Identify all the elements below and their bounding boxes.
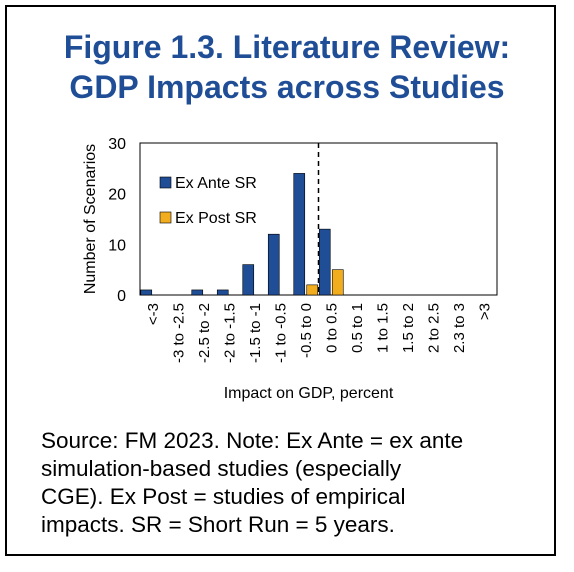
bar-ex-ante (140, 289, 153, 296)
y-axis-label: Number of Scenarios (82, 144, 99, 294)
bars-layer (140, 173, 344, 296)
x-tick-label: -1 to -0.5 (272, 303, 289, 363)
legend-label: Ex Ante SR (175, 175, 257, 192)
x-tick-label: -3 to -2.5 (170, 303, 187, 363)
note-line-1: Source: FM 2023. Note: Ex Ante = ex ante (41, 428, 464, 453)
note-line-3: CGE). Ex Post = studies of empirical (41, 484, 406, 509)
source-note: Source: FM 2023. Note: Ex Ante = ex ante… (41, 427, 561, 539)
x-tick-label: -0.5 to 0 (298, 303, 315, 358)
x-tick-label: 2.3 to 3 (451, 303, 468, 353)
x-tick-label: -2.5 to -2 (196, 303, 213, 363)
title-line-1: Figure 1.3. Literature Review: (63, 29, 511, 65)
bar-ex-ante (293, 173, 306, 296)
x-tick-label: 0.5 to 1 (349, 303, 366, 353)
x-tick-label: -1.5 to -1 (247, 303, 264, 363)
y-tick-label: 10 (108, 237, 126, 254)
y-tick-label: 20 (108, 187, 126, 204)
bar-ex-post (306, 284, 319, 296)
note-line-4: impacts. SR = Short Run = 5 years. (41, 512, 395, 537)
figure-frame (5, 5, 556, 556)
legend-label: Ex Post SR (175, 210, 257, 227)
x-tick-label: <-3 (145, 303, 162, 325)
bar-ex-ante (191, 289, 204, 296)
bar-ex-post (331, 269, 344, 296)
bar-ex-ante (267, 233, 280, 296)
x-tick-label: 1.5 to 2 (400, 303, 417, 353)
y-tick-label: 30 (108, 136, 126, 153)
legend-layer: Ex Ante SR Ex Post SR (159, 175, 257, 227)
bar-ex-ante (318, 228, 331, 296)
x-axis-label: Impact on GDP, percent (224, 385, 394, 402)
note-line-2: simulation-based studies (especially (41, 456, 402, 481)
x-tick-label: 2 to 2.5 (425, 303, 442, 353)
bar-ex-ante (242, 264, 255, 296)
figure-title: Figure 1.3. Literature Review: GDP Impac… (0, 27, 574, 107)
y-tick-label: 0 (117, 288, 126, 305)
title-line-2: GDP Impacts across Studies (69, 69, 505, 105)
legend-swatch (159, 211, 172, 224)
bar-ex-ante (216, 289, 229, 296)
x-tick-label: >3 (476, 303, 493, 320)
axes-layer (139, 142, 498, 296)
x-tick-label: 1 to 1.5 (374, 303, 391, 353)
x-tick-label: 0 to 0.5 (323, 303, 340, 353)
x-tick-label: -2 to -1.5 (221, 303, 238, 363)
legend-swatch (159, 176, 172, 189)
